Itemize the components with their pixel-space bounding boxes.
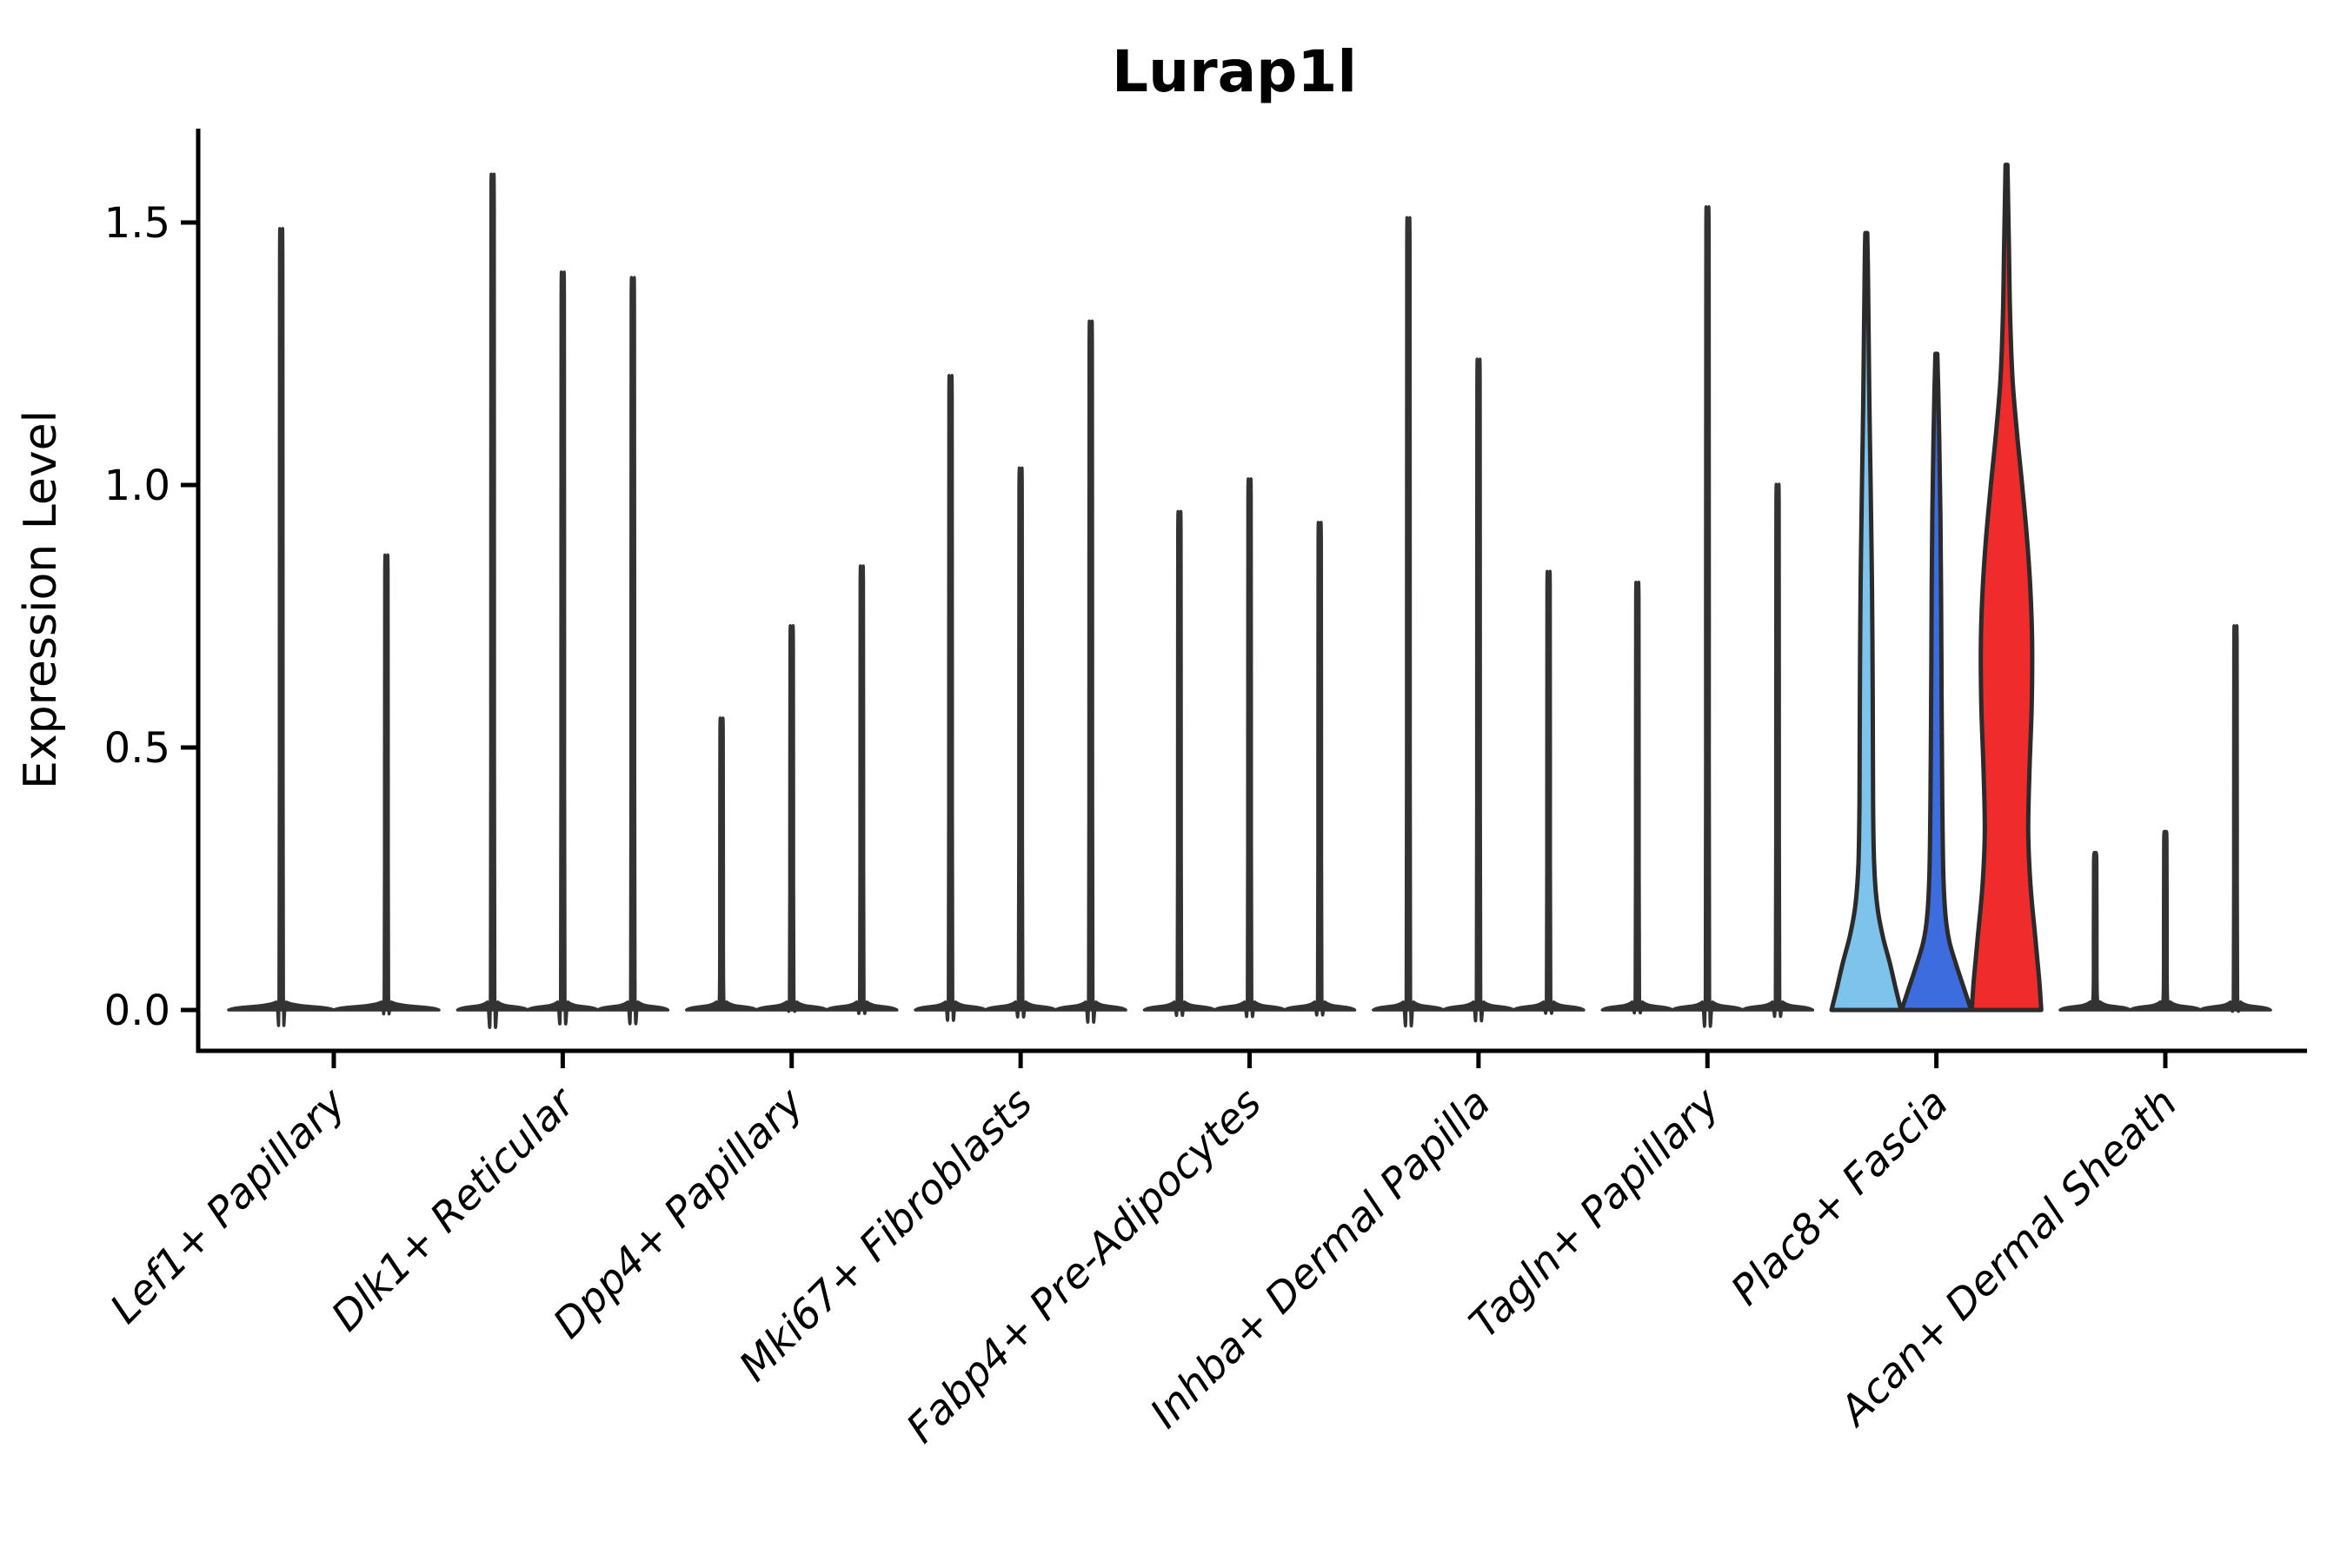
y-tick-label: 1.0 [104, 462, 170, 510]
violin-dpp4-papillary-3 [825, 564, 899, 1015]
violin-fabp4-pre-adipocytes-2 [1213, 477, 1287, 1019]
chart-title: Lurap1l [1112, 38, 1357, 105]
y-tick-labels: 0.0 0.5 1.0 1.5 [104, 199, 170, 1035]
y-tick-label: 1.5 [104, 199, 170, 248]
violin-plac8-fascia-1 [1829, 230, 1904, 1013]
x-tick-label: Dlk1+ Reticular [322, 1078, 586, 1341]
axis-spines [196, 129, 2307, 1053]
axes [181, 129, 2307, 1068]
violin-lef1-papillary-2 [332, 553, 441, 1016]
violin-fabp4-pre-adipocytes-3 [1283, 521, 1357, 1017]
violin-mki67-fibroblasts-1 [914, 374, 987, 1022]
violin-acan-dermal-sheath-1 [2058, 851, 2132, 1012]
violin-plac8-fascia-3 [1969, 163, 2044, 1013]
violin-inhba-dermal-papilla-1 [1372, 216, 1446, 1028]
violin-dlk1-reticular-2 [526, 270, 600, 1026]
violin-inhba-dermal-papilla-3 [1512, 569, 1586, 1015]
violin-dpp4-papillary-2 [755, 624, 828, 1013]
violin-tagln-papillary-1 [1600, 581, 1674, 1015]
violin-tagln-papillary-3 [1740, 482, 1815, 1019]
x-tick-label: Lef1+ Papillary [101, 1079, 356, 1333]
y-axis-label: Expression Level [15, 410, 67, 789]
violin-acan-dermal-sheath-2 [2128, 829, 2203, 1012]
violin-lef1-papillary-1 [227, 227, 336, 1027]
violin-dlk1-reticular-3 [595, 276, 670, 1026]
violins-layer [227, 163, 2272, 1029]
x-tick-label: Tagln+ Papillary [1460, 1079, 1730, 1348]
violin-dlk1-reticular-1 [455, 172, 529, 1029]
x-tick-label: Dpp4+ Papillary [544, 1079, 814, 1348]
y-tick-label: 0.5 [104, 724, 170, 773]
violin-mki67-fibroblasts-2 [984, 466, 1058, 1019]
violin-fabp4-pre-adipocytes-1 [1142, 509, 1216, 1017]
violin-inhba-dermal-papilla-2 [1441, 357, 1515, 1023]
violin-tagln-papillary-2 [1671, 205, 1745, 1028]
violin-mki67-fibroblasts-3 [1054, 319, 1127, 1024]
x-tick-label: Plac8+ Fascia [1722, 1080, 1958, 1315]
y-tick-label: 0.0 [104, 987, 170, 1035]
violin-acan-dermal-sheath-3 [2198, 624, 2272, 1013]
violin-dpp4-papillary-1 [685, 716, 759, 1012]
violin-plac8-fascia-2 [1899, 351, 1974, 1013]
